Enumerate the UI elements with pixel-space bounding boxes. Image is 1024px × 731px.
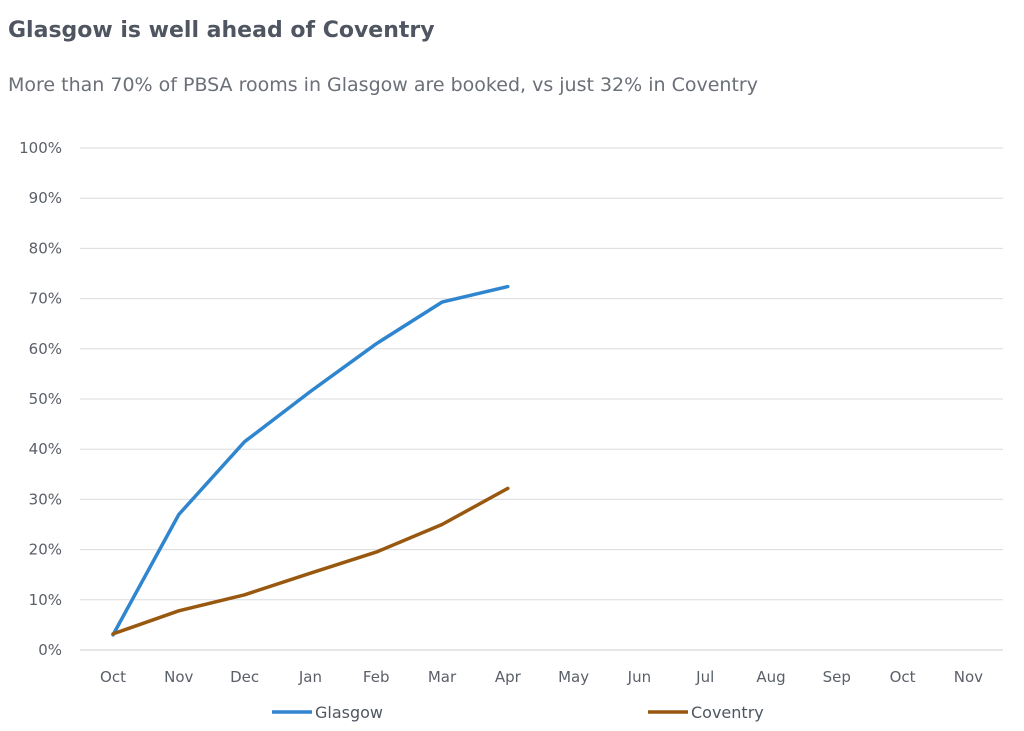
x-tick-label: Oct bbox=[890, 668, 916, 686]
legend-label: Glasgow bbox=[315, 703, 383, 722]
series-line-glasgow bbox=[111, 284, 510, 637]
x-tick-label: Sep bbox=[823, 668, 851, 686]
x-tick-label: May bbox=[558, 668, 589, 686]
x-tick-label: Feb bbox=[363, 668, 390, 686]
y-tick-label: 30% bbox=[29, 490, 62, 508]
x-tick-label: Dec bbox=[230, 668, 259, 686]
y-tick-label: 90% bbox=[29, 189, 62, 207]
legend-item-glasgow: Glasgow bbox=[272, 703, 383, 722]
y-tick-label: 70% bbox=[29, 290, 62, 308]
chart-title: Glasgow is well ahead of Coventry bbox=[8, 18, 435, 43]
gridlines bbox=[80, 147, 1003, 651]
series-lines bbox=[111, 284, 510, 637]
legend-item-coventry: Coventry bbox=[648, 703, 764, 722]
y-tick-label: 40% bbox=[29, 440, 62, 458]
x-tick-label: Nov bbox=[164, 668, 193, 686]
y-tick-label: 80% bbox=[29, 239, 62, 257]
chart-subtitle: More than 70% of PBSA rooms in Glasgow a… bbox=[8, 74, 758, 96]
series-line-coventry bbox=[111, 486, 510, 636]
x-tick-label: Nov bbox=[954, 668, 983, 686]
x-tick-label: Mar bbox=[428, 668, 457, 686]
legend-label: Coventry bbox=[691, 703, 764, 722]
legend: Glasgow Coventry bbox=[272, 703, 764, 722]
x-tick-label: Jun bbox=[627, 668, 651, 686]
y-axis-ticks: 0% 10% 20% 30% 40% 50% 60% 70% 80% 90% 100% bbox=[19, 139, 62, 659]
y-tick-label: 10% bbox=[29, 591, 62, 609]
y-tick-label: 50% bbox=[29, 390, 62, 408]
y-tick-label: 20% bbox=[29, 541, 62, 559]
y-tick-label: 60% bbox=[29, 340, 62, 358]
y-tick-label: 0% bbox=[38, 641, 62, 659]
y-tick-label: 100% bbox=[19, 139, 62, 157]
x-tick-label: Jul bbox=[695, 668, 714, 686]
x-tick-label: Oct bbox=[100, 668, 126, 686]
x-tick-label: Apr bbox=[495, 668, 522, 686]
x-axis-ticks: Oct Nov Dec Jan Feb Mar Apr May Jun Jul Aug Sep Oct N… bbox=[100, 668, 983, 686]
x-tick-label: Jan bbox=[298, 668, 322, 686]
x-tick-label: Aug bbox=[756, 668, 785, 686]
